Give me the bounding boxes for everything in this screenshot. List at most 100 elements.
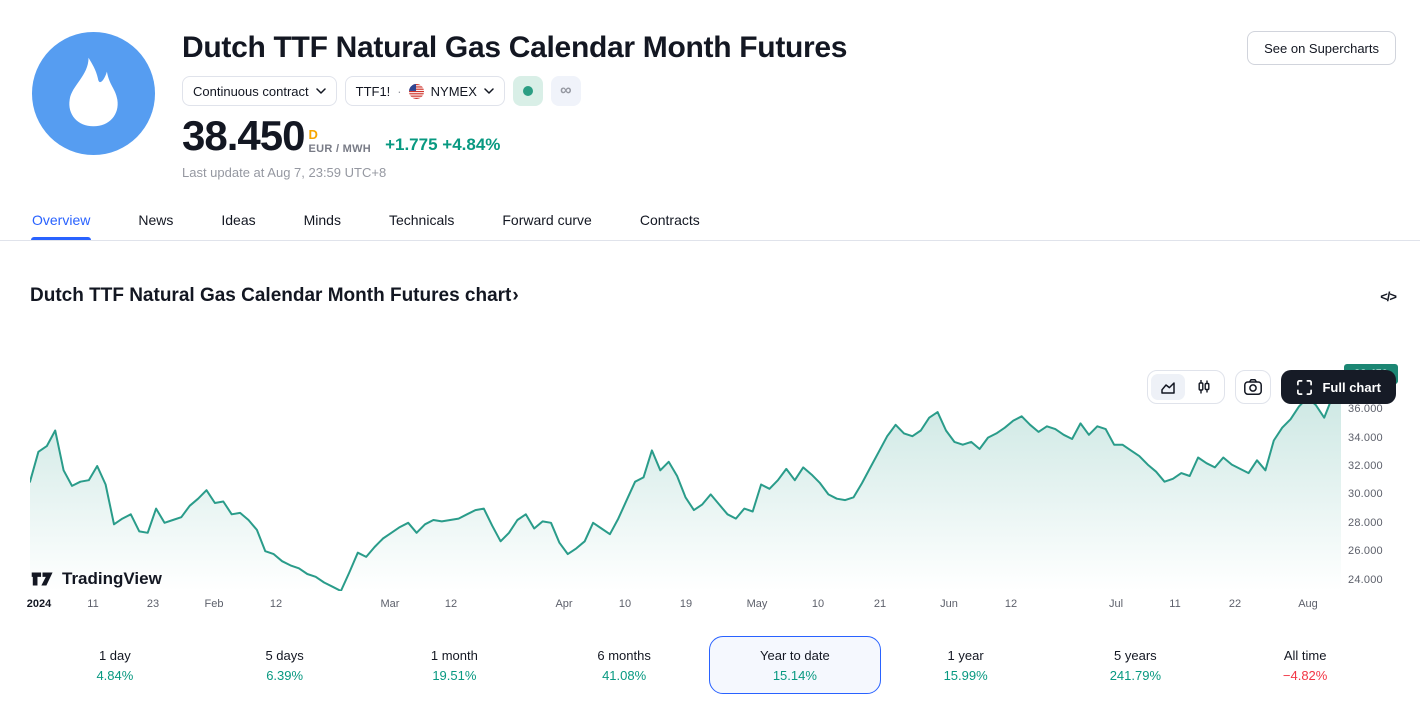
tab-forward-curve[interactable]: Forward curve: [501, 208, 592, 240]
time-axis-label: 22: [1228, 598, 1242, 610]
tradingview-watermark[interactable]: TradingView: [31, 569, 162, 589]
range-change-value: 6.39%: [266, 667, 304, 683]
time-axis-label: 12: [269, 598, 283, 610]
chart-toolbar: Full chart: [1147, 370, 1396, 404]
range-label: 6 months: [597, 647, 651, 663]
time-axis-label: 19: [679, 598, 693, 610]
time-axis-label: Apr: [555, 598, 573, 610]
time-axis-label: 12: [1004, 598, 1018, 610]
fullscreen-icon: [1297, 379, 1313, 395]
time-axis-label: Jun: [940, 598, 958, 610]
price-change-abs: +1.775: [385, 135, 438, 154]
range-1-day[interactable]: 1 day 4.84%: [30, 636, 200, 694]
area-chart-icon: [1161, 382, 1176, 394]
time-axis-label: Mar: [380, 598, 400, 610]
tradingview-logo-icon: [31, 572, 53, 586]
full-chart-button[interactable]: Full chart: [1281, 370, 1396, 404]
range-change-value: −4.82%: [1282, 667, 1328, 683]
price-axis-label: 32.000: [1348, 460, 1383, 473]
tab-news[interactable]: News: [137, 208, 174, 240]
time-axis-label: 2024: [26, 598, 52, 610]
tab-bar: Overview News Ideas Minds Technicals Forward …: [0, 208, 1420, 241]
tab-contracts[interactable]: Contracts: [639, 208, 701, 240]
us-flag-icon: [408, 83, 424, 99]
time-axis-label: Jul: [1108, 598, 1124, 610]
contract-type-label: Continuous contract: [193, 83, 309, 99]
time-axis-label: 11: [1169, 598, 1181, 610]
range-label: 1 year: [947, 647, 984, 663]
range-all-time[interactable]: All time −4.82%: [1220, 636, 1390, 694]
see-on-supercharts-button[interactable]: See on Supercharts: [1247, 31, 1396, 65]
tab-overview[interactable]: Overview: [31, 208, 92, 240]
camera-icon: [1244, 379, 1263, 395]
watermark-label: TradingView: [62, 569, 162, 588]
price-axis-label: 30.000: [1348, 488, 1383, 501]
exchange-label: NYMEX: [430, 83, 477, 99]
header: Dutch TTF Natural Gas Calendar Month Fut…: [0, 0, 1420, 180]
dot-separator: ·: [397, 83, 402, 99]
instrument-logo: [30, 30, 157, 157]
market-open-dot-icon: [522, 86, 533, 96]
market-status-button[interactable]: [512, 76, 543, 106]
range-1-year[interactable]: 1 year 15.99%: [881, 636, 1051, 694]
range-label: 1 day: [98, 647, 131, 663]
price-change: +1.775 +4.84%: [385, 134, 500, 156]
area-chart-type-button[interactable]: [1151, 374, 1186, 400]
range-year-to-date[interactable]: Year to date 15.14%: [709, 636, 881, 694]
price-axis-label: 36.000: [1348, 403, 1383, 416]
embed-code-icon[interactable]: </>: [1380, 288, 1397, 304]
time-axis-label: 10: [811, 598, 825, 610]
chevron-down-icon: [315, 87, 326, 94]
range-5-years[interactable]: 5 years 241.79%: [1051, 636, 1221, 694]
price-row: 38.450 D EUR / MWH +1.775 +4.84%: [182, 112, 1396, 159]
time-axis-label: 21: [873, 598, 887, 610]
range-change-value: 4.84%: [96, 667, 134, 683]
market-period-flag: D: [308, 127, 318, 142]
range-change-value: 241.79%: [1109, 667, 1162, 683]
contract-controls: Continuous contract TTF1! ·: [182, 76, 1396, 106]
chart-type-switcher: [1147, 370, 1226, 404]
contract-type-dropdown[interactable]: Continuous contract: [182, 76, 337, 106]
page-title: Dutch TTF Natural Gas Calendar Month Fut…: [182, 31, 848, 64]
time-axis-label: Feb: [204, 598, 224, 610]
candles-chart-type-button[interactable]: [1187, 374, 1221, 400]
time-axis-label: Aug: [1298, 598, 1318, 610]
continuous-contract-toggle[interactable]: ∞: [550, 76, 581, 106]
range-change-value: 19.51%: [432, 667, 477, 683]
flame-icon: [31, 31, 156, 156]
candlestick-icon: [1198, 380, 1210, 394]
snapshot-button[interactable]: [1235, 370, 1272, 404]
tab-ideas[interactable]: Ideas: [220, 208, 256, 240]
range-1-month[interactable]: 1 month 19.51%: [370, 636, 540, 694]
chart-heading[interactable]: Dutch TTF Natural Gas Calendar Month Fut…: [30, 285, 519, 307]
time-axis[interactable]: 2024 11 23 Feb 12 Mar 12 Apr 10 19 May 10 21 Jun 12 Jul…: [26, 598, 1341, 614]
chevron-down-icon: [484, 87, 494, 94]
price-axis-label: 28.000: [1348, 516, 1383, 529]
range-5-days[interactable]: 5 days 6.39%: [200, 636, 370, 694]
symbol-label: TTF1!: [355, 83, 391, 99]
range-label: All time: [1283, 647, 1327, 663]
range-change-value: 15.14%: [772, 667, 817, 683]
tab-technicals[interactable]: Technicals: [388, 208, 455, 240]
time-axis-label: 10: [618, 598, 632, 610]
range-label: Year to date: [760, 647, 830, 663]
time-axis-label: 12: [444, 598, 458, 610]
full-chart-label: Full chart: [1322, 379, 1381, 395]
range-label: 1 month: [430, 647, 478, 663]
tab-minds[interactable]: Minds: [303, 208, 342, 240]
time-axis-label: May: [746, 598, 768, 610]
chevron-right-icon: ›: [512, 285, 519, 306]
range-label: 5 years: [1114, 647, 1157, 663]
range-6-months[interactable]: 6 months 41.08%: [539, 636, 709, 694]
symbol-exchange-dropdown[interactable]: TTF1! ·: [344, 76, 505, 106]
range-change-value: 15.99%: [943, 667, 988, 683]
range-change-value: 41.08%: [602, 667, 647, 683]
price-axis-label: 34.000: [1348, 431, 1383, 444]
range-label: 5 days: [265, 647, 304, 663]
area-chart-plot[interactable]: [30, 351, 1341, 591]
last-update: Last update at Aug 7, 23:59 UTC+8: [182, 165, 387, 180]
time-axis-label: 23: [146, 598, 160, 610]
chart-heading-text: Dutch TTF Natural Gas Calendar Month Fut…: [30, 285, 512, 306]
range-selector: 1 day 4.84% 5 days 6.39% 1 month 19.51% 6 mont…: [30, 636, 1390, 694]
last-price: 38.450: [182, 112, 305, 159]
